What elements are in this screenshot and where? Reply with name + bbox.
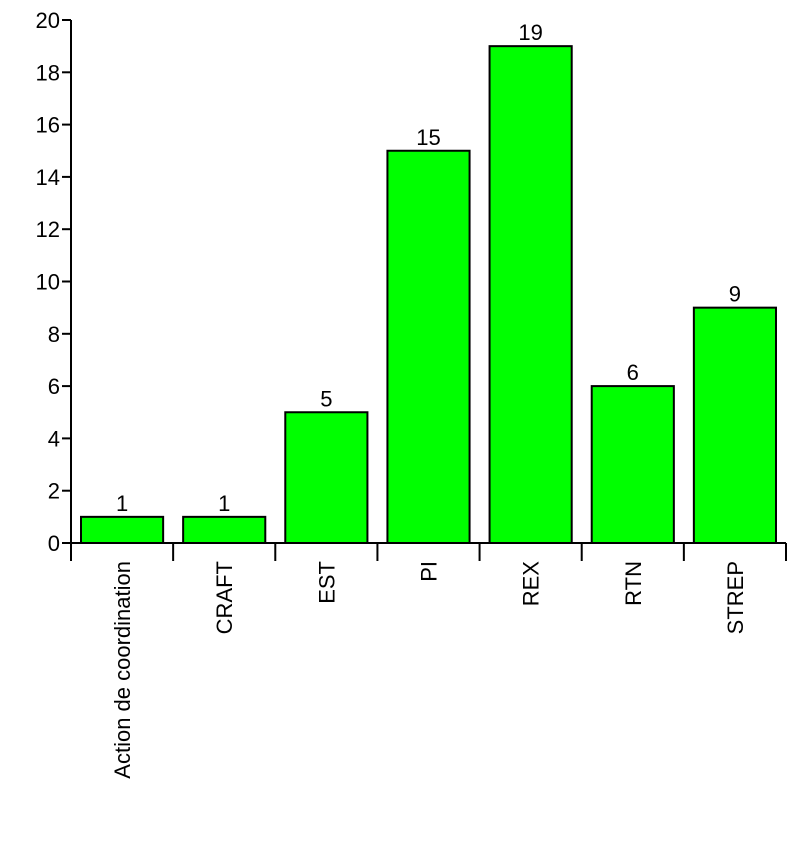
category-label: CRAFT <box>212 561 237 634</box>
y-tick-label: 12 <box>36 217 60 242</box>
x-axis <box>70 542 787 561</box>
category-label: PI <box>417 561 442 582</box>
y-tick-label: 4 <box>48 426 60 451</box>
y-tick-label: 14 <box>36 165 60 190</box>
y-tick-label: 8 <box>48 322 60 347</box>
bar <box>488 45 573 545</box>
bar-value-label: 6 <box>627 360 639 385</box>
bar-value-label: 15 <box>416 125 440 150</box>
category-label: RTN <box>621 561 646 606</box>
bars <box>80 45 777 545</box>
bar <box>590 385 675 544</box>
y-tick-label: 6 <box>48 374 60 399</box>
bar <box>284 411 369 544</box>
category-label: STREP <box>723 561 748 634</box>
category-label: REX <box>519 561 544 607</box>
y-tick-label: 0 <box>48 531 60 556</box>
y-tick-label: 16 <box>36 113 60 138</box>
y-tick-label: 18 <box>36 60 60 85</box>
bar <box>182 515 267 544</box>
y-tick-label: 20 <box>36 8 60 33</box>
bar-value-label: 5 <box>320 386 332 411</box>
bar-value-label: 9 <box>729 282 741 307</box>
bar <box>80 515 165 544</box>
category-label: EST <box>314 561 339 604</box>
category-label: Action de coordination <box>110 561 135 779</box>
bar-value-label: 1 <box>116 491 128 516</box>
bar-value-label: 19 <box>518 20 542 45</box>
y-axis: 0 2 4 6 8 10 12 14 16 18 20 <box>36 8 72 556</box>
bar-value-label: 1 <box>218 491 230 516</box>
bar <box>386 149 471 544</box>
y-tick-label: 2 <box>48 479 60 504</box>
bar <box>692 306 777 544</box>
y-tick-label: 10 <box>36 270 60 295</box>
category-labels: Action de coordination CRAFT EST PI REX RTN ST… <box>110 561 748 779</box>
